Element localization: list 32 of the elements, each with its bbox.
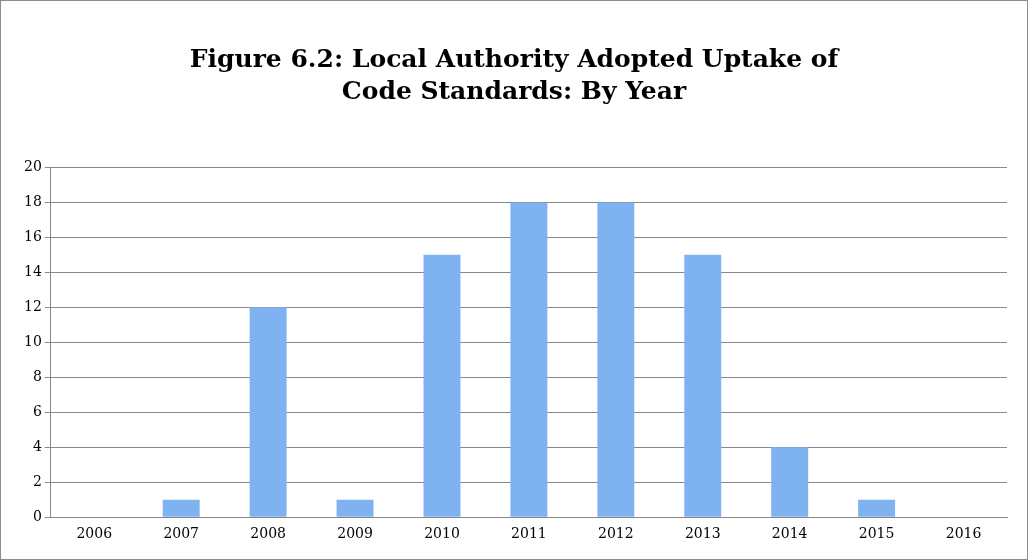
bar (249, 307, 287, 517)
x-tick-label: 2014 (771, 525, 808, 542)
bar (597, 202, 635, 517)
y-tick-label: 18 (23, 193, 42, 210)
x-tick-label: 2006 (76, 525, 113, 542)
x-tick-label: 2010 (424, 525, 460, 542)
bar (684, 254, 722, 517)
x-tick-label: 2011 (511, 525, 547, 542)
y-tick-label: 12 (23, 297, 42, 314)
y-tick-label: 2 (32, 472, 42, 489)
y-tick-label: 20 (23, 158, 42, 175)
y-tick-label: 4 (32, 437, 42, 454)
x-tick-label: 2008 (250, 525, 286, 542)
y-tick-label: 0 (32, 507, 42, 524)
x-tick-label: 2009 (337, 525, 373, 542)
bar (423, 254, 461, 517)
x-tick-label: 2007 (163, 525, 200, 542)
x-tick-label: 2013 (684, 525, 721, 542)
bar (771, 447, 809, 517)
bar (336, 499, 374, 517)
y-tick-label: 14 (23, 262, 42, 279)
y-tick-label: 10 (23, 332, 42, 349)
x-tick-label: 2015 (858, 525, 895, 542)
y-tick-label: 16 (23, 228, 42, 244)
y-tick-label: 8 (32, 367, 42, 384)
bar (162, 499, 200, 517)
y-tick-label: 6 (32, 402, 42, 419)
chart-title: Figure 6.2: Local Authority Adopted Uptake of Code Standards: By Year (188, 43, 841, 107)
bar (510, 202, 548, 517)
x-tick-label: 2016 (945, 525, 982, 542)
bar (858, 499, 896, 517)
x-tick-label: 2012 (598, 525, 634, 542)
